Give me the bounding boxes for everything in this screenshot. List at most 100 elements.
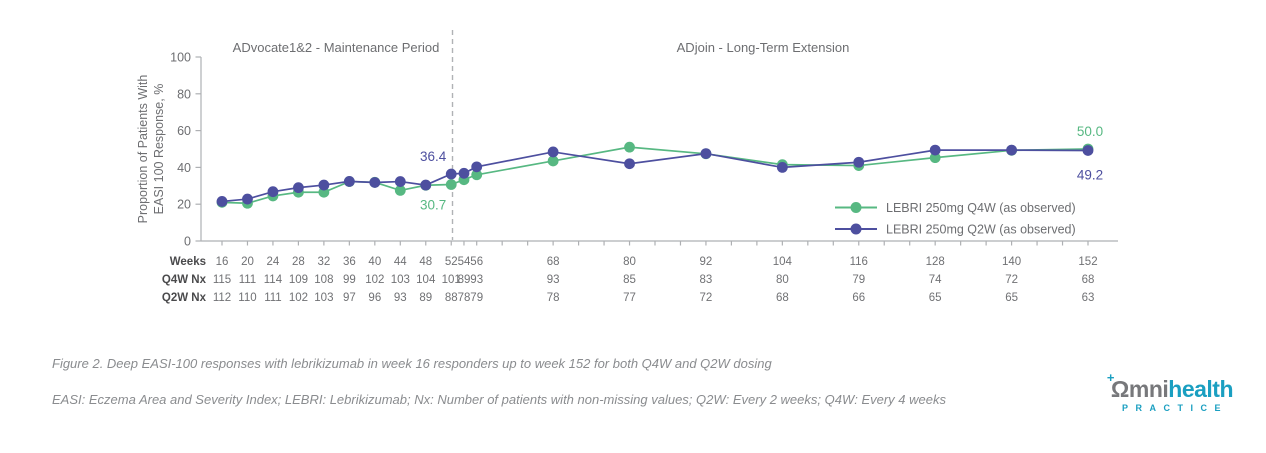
nx-row-value: 68: [1082, 274, 1095, 286]
data-point: [624, 158, 635, 170]
data-point: [445, 179, 457, 190]
weeks-row-value: 54: [458, 256, 471, 268]
logo-tagline: PRACTICE: [1121, 403, 1228, 413]
weeks-row-value: 116: [850, 256, 868, 268]
data-point: [267, 186, 279, 198]
nx-row-header: Q4W Nx: [162, 274, 207, 286]
weeks-row-value: 48: [419, 256, 432, 268]
weeks-row-value: 92: [700, 256, 713, 268]
chart-svg: 0 20 40 60 80 100 ADvocate1&2 - Maintenance Pe…: [136, 30, 1118, 304]
omega-logo-icon: + Ω: [1107, 371, 1129, 402]
data-point: [445, 168, 457, 180]
weeks-row-value: 16: [216, 256, 229, 268]
nx-row-value: 72: [700, 292, 713, 304]
nx-row-value: 103: [391, 274, 410, 286]
abbreviations-note: EASI: Eczema Area and Severity Index; LE…: [52, 392, 946, 407]
data-point: [853, 156, 865, 168]
nx-row-value: 111: [264, 292, 281, 304]
weeks-row-value: 80: [623, 256, 636, 268]
nx-row-value: 72: [1005, 274, 1018, 286]
weeks-row-value: 104: [773, 256, 793, 268]
nx-row-value: 74: [929, 274, 942, 286]
data-point: [700, 148, 712, 160]
data-point: [458, 167, 470, 179]
nx-row-value: 63: [1082, 292, 1095, 304]
y-tick-label: 80: [177, 87, 191, 101]
weeks-row-value: 36: [343, 256, 356, 268]
legend-label: LEBRI 250mg Q4W (as observed): [886, 201, 1076, 215]
value-annotation: 30.7: [420, 198, 446, 213]
data-point: [929, 144, 941, 156]
value-annotation: 50.0: [1077, 124, 1103, 139]
weeks-row-value: 32: [317, 256, 330, 268]
weeks-row-value: 20: [241, 256, 254, 268]
data-point: [547, 155, 559, 167]
data-point: [420, 179, 432, 191]
nx-row-value: 78: [458, 292, 471, 304]
nx-row-header: Q2W Nx: [162, 292, 207, 304]
y-tick-label: 0: [184, 235, 191, 249]
data-point: [1082, 145, 1094, 156]
nx-row-value: 93: [470, 274, 483, 286]
weeks-row-value: 68: [547, 256, 560, 268]
series-line: [221, 146, 1089, 205]
nx-row-value: 78: [547, 292, 560, 304]
nx-row-value: 65: [1005, 292, 1018, 304]
nx-row-value: 88: [445, 292, 458, 304]
nx-row-value: 102: [289, 292, 308, 304]
data-point: [343, 175, 355, 187]
nx-row-value: 93: [547, 274, 560, 286]
y-tick-label: 60: [177, 124, 191, 138]
nx-row-value: 102: [365, 274, 384, 286]
data-point: [318, 179, 330, 191]
nx-row-value: 109: [289, 274, 308, 286]
omega-glyph: Ω: [1110, 376, 1129, 402]
value-annotation: 36.4: [420, 149, 447, 164]
nx-row-value: 80: [776, 274, 789, 286]
data-point: [471, 161, 483, 173]
data-point: [394, 176, 406, 187]
nx-row-value: 111: [239, 274, 256, 286]
nx-row-value: 115: [213, 274, 231, 286]
plus-icon: +: [1106, 370, 1115, 385]
data-point: [1006, 144, 1017, 156]
y-axis-title: EASI 100 Response, %: [152, 84, 166, 215]
period-title-maintenance: ADvocate1&2 - Maintenance Period: [233, 40, 440, 55]
nx-row-value: 110: [238, 292, 256, 304]
nx-row-value: 83: [700, 274, 713, 286]
nx-row-value: 103: [314, 292, 333, 304]
nx-row-value: 93: [394, 292, 407, 304]
value-annotation: 49.2: [1077, 167, 1103, 182]
nx-row-value: 99: [343, 274, 356, 286]
data-point: [624, 141, 635, 153]
nx-row-value: 96: [368, 292, 381, 304]
nx-row-value: 89: [458, 274, 471, 286]
weeks-row-value: 56: [470, 256, 483, 268]
data-point: [471, 169, 483, 181]
nx-row-value: 97: [343, 292, 356, 304]
figure-caption: Figure 2. Deep EASI-100 responses with l…: [52, 356, 772, 371]
legend-marker: [850, 223, 862, 235]
nx-row-value: 77: [623, 292, 636, 304]
weeks-row-value: 140: [1002, 256, 1021, 268]
nx-row-value: 68: [776, 292, 789, 304]
data-point: [293, 182, 304, 194]
weeks-row-value: 28: [292, 256, 305, 268]
nx-row-value: 112: [213, 292, 231, 304]
nx-row-value: 101: [442, 274, 461, 286]
weeks-row-value: 152: [1078, 256, 1097, 268]
weeks-row-value: 24: [267, 256, 280, 268]
logo-wordmark: + Ω mnihealth: [1107, 371, 1234, 402]
y-axis-title: Proportion of Patients With: [136, 75, 150, 224]
nx-row-value: 79: [852, 274, 865, 286]
weeks-row-value: 44: [394, 256, 407, 268]
legend-marker: [850, 202, 862, 213]
nx-row-value: 108: [314, 274, 333, 286]
weeks-row-value: 52: [445, 256, 458, 268]
data-point: [394, 185, 406, 196]
legend-label: LEBRI 250mg Q2W (as observed): [886, 223, 1076, 237]
data-point: [776, 162, 788, 173]
nx-row-value: 85: [623, 274, 636, 286]
data-point: [242, 193, 253, 205]
